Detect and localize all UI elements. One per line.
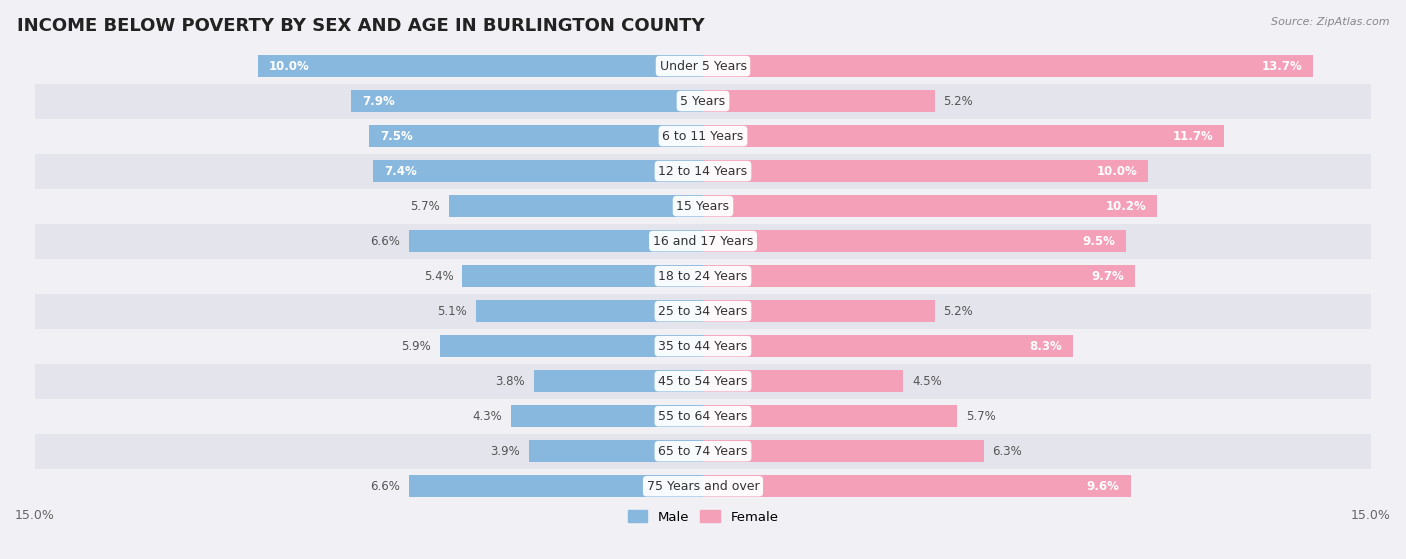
Text: 5.2%: 5.2%: [943, 94, 973, 107]
Bar: [703, 405, 957, 427]
Text: 5 Years: 5 Years: [681, 94, 725, 107]
Bar: [703, 125, 1225, 147]
Text: 7.5%: 7.5%: [380, 130, 413, 143]
Text: 12 to 14 Years: 12 to 14 Years: [658, 164, 748, 178]
Text: 7.4%: 7.4%: [385, 164, 418, 178]
Bar: [35, 364, 1371, 399]
Text: 5.2%: 5.2%: [943, 305, 973, 318]
Text: 5.9%: 5.9%: [402, 340, 432, 353]
Text: 10.0%: 10.0%: [1097, 164, 1137, 178]
Text: 5.7%: 5.7%: [966, 410, 995, 423]
Text: 8.3%: 8.3%: [1029, 340, 1062, 353]
Text: INCOME BELOW POVERTY BY SEX AND AGE IN BURLINGTON COUNTY: INCOME BELOW POVERTY BY SEX AND AGE IN B…: [17, 17, 704, 35]
Text: 18 to 24 Years: 18 to 24 Years: [658, 269, 748, 283]
Bar: [35, 119, 1371, 154]
Bar: [703, 230, 1126, 252]
Text: 75 Years and over: 75 Years and over: [647, 480, 759, 492]
Text: 16 and 17 Years: 16 and 17 Years: [652, 235, 754, 248]
Text: 15 Years: 15 Years: [676, 200, 730, 212]
Bar: [368, 125, 703, 147]
Bar: [35, 49, 1371, 83]
Text: 6.6%: 6.6%: [370, 480, 401, 492]
Text: 9.7%: 9.7%: [1091, 269, 1123, 283]
Bar: [703, 195, 1157, 217]
Bar: [703, 90, 935, 112]
Bar: [440, 335, 703, 357]
Text: 55 to 64 Years: 55 to 64 Years: [658, 410, 748, 423]
Bar: [257, 55, 703, 77]
Bar: [449, 195, 703, 217]
Text: 10.0%: 10.0%: [269, 60, 309, 73]
Bar: [703, 335, 1073, 357]
Bar: [409, 475, 703, 497]
Bar: [463, 266, 703, 287]
Text: Under 5 Years: Under 5 Years: [659, 60, 747, 73]
Text: 6.3%: 6.3%: [993, 444, 1022, 458]
Bar: [703, 55, 1313, 77]
Bar: [475, 300, 703, 322]
Text: 11.7%: 11.7%: [1173, 130, 1213, 143]
Bar: [703, 475, 1130, 497]
Text: 65 to 74 Years: 65 to 74 Years: [658, 444, 748, 458]
Bar: [703, 160, 1149, 182]
Text: 35 to 44 Years: 35 to 44 Years: [658, 340, 748, 353]
Bar: [529, 440, 703, 462]
Bar: [352, 90, 703, 112]
Bar: [35, 434, 1371, 468]
Text: 13.7%: 13.7%: [1261, 60, 1302, 73]
Text: 25 to 34 Years: 25 to 34 Years: [658, 305, 748, 318]
Bar: [35, 293, 1371, 329]
Text: 3.9%: 3.9%: [491, 444, 520, 458]
Bar: [703, 266, 1135, 287]
Text: 45 to 54 Years: 45 to 54 Years: [658, 375, 748, 387]
Text: 7.9%: 7.9%: [363, 94, 395, 107]
Text: 5.1%: 5.1%: [437, 305, 467, 318]
Bar: [35, 329, 1371, 364]
Text: 6.6%: 6.6%: [370, 235, 401, 248]
Bar: [703, 370, 904, 392]
Text: 3.8%: 3.8%: [495, 375, 524, 387]
Bar: [35, 154, 1371, 188]
Bar: [35, 188, 1371, 224]
Bar: [703, 440, 984, 462]
Text: 9.6%: 9.6%: [1087, 480, 1119, 492]
Bar: [409, 230, 703, 252]
Bar: [35, 83, 1371, 119]
Text: 10.2%: 10.2%: [1105, 200, 1146, 212]
Text: 6 to 11 Years: 6 to 11 Years: [662, 130, 744, 143]
Legend: Male, Female: Male, Female: [623, 505, 783, 529]
Bar: [534, 370, 703, 392]
Text: 4.5%: 4.5%: [912, 375, 942, 387]
Text: Source: ZipAtlas.com: Source: ZipAtlas.com: [1271, 17, 1389, 27]
Bar: [35, 224, 1371, 259]
Text: 5.4%: 5.4%: [423, 269, 454, 283]
Bar: [35, 468, 1371, 504]
Bar: [374, 160, 703, 182]
Text: 5.7%: 5.7%: [411, 200, 440, 212]
Bar: [703, 300, 935, 322]
Bar: [35, 259, 1371, 293]
Text: 4.3%: 4.3%: [472, 410, 502, 423]
Text: 9.5%: 9.5%: [1083, 235, 1115, 248]
Bar: [35, 399, 1371, 434]
Bar: [512, 405, 703, 427]
